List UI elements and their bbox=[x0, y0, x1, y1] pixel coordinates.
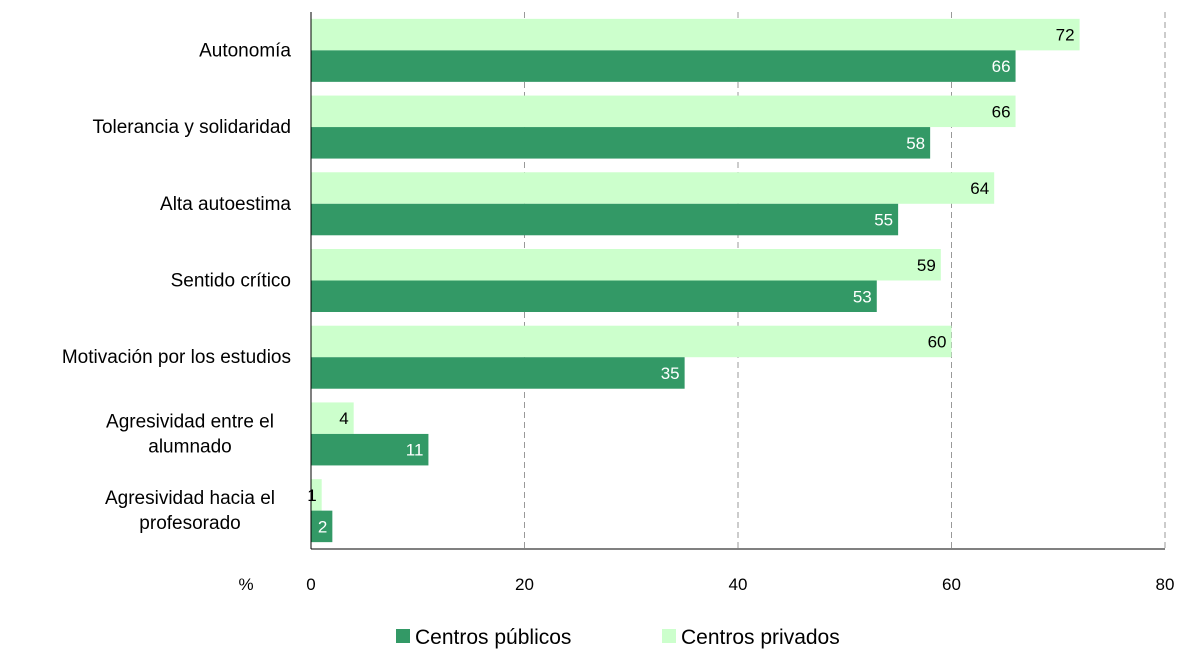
value-label-public: 2 bbox=[318, 517, 327, 536]
legend-label: Centros públicos bbox=[415, 626, 571, 649]
axes bbox=[310, 12, 1165, 550]
value-label-private: 59 bbox=[917, 256, 936, 275]
x-tick-label: 80 bbox=[1156, 575, 1175, 594]
legend-label: Centros privados bbox=[681, 626, 840, 649]
value-label-private: 64 bbox=[970, 179, 989, 198]
legend: Centros públicos Centros privados bbox=[396, 626, 840, 649]
category-label: profesorado bbox=[139, 513, 240, 534]
bar-public bbox=[311, 203, 899, 236]
category-label: Alta autoestima bbox=[160, 194, 291, 215]
bar-public bbox=[311, 433, 429, 466]
bar-private bbox=[311, 95, 1016, 128]
bar-public bbox=[311, 357, 685, 389]
bar-public bbox=[311, 280, 877, 312]
value-label-public: 53 bbox=[853, 287, 872, 306]
value-label-public: 58 bbox=[906, 134, 925, 153]
category-label: Agresividad hacia el bbox=[105, 488, 275, 509]
bar-private bbox=[311, 249, 941, 281]
bar-public bbox=[311, 50, 1016, 82]
bar-public bbox=[311, 510, 333, 543]
category-labels: Autonomía Tolerancia y solidaridad Alta au… bbox=[62, 40, 292, 534]
value-label-private: 72 bbox=[1056, 26, 1075, 45]
bar-public bbox=[311, 127, 931, 159]
bar-private bbox=[311, 325, 952, 358]
category-label: alumnado bbox=[148, 436, 231, 457]
value-label-public: 66 bbox=[992, 57, 1011, 76]
value-label-public: 11 bbox=[406, 441, 424, 460]
bar-private bbox=[311, 18, 1080, 51]
bar-private bbox=[311, 479, 322, 511]
legend-swatch bbox=[396, 629, 410, 643]
category-label: Sentido crítico bbox=[171, 271, 291, 292]
category-label: Tolerancia y solidaridad bbox=[92, 117, 291, 138]
legend-swatch bbox=[662, 629, 676, 643]
category-label: Autonomía bbox=[199, 40, 291, 61]
bar-private bbox=[311, 402, 354, 434]
value-label-public: 55 bbox=[874, 211, 893, 230]
x-tick-label: 20 bbox=[515, 575, 534, 594]
x-tick-label: 0 bbox=[306, 575, 315, 594]
value-label-private: 60 bbox=[928, 332, 947, 351]
category-label: Agresividad entre el bbox=[106, 411, 274, 432]
x-tick-labels: 0 20 40 60 80 bbox=[306, 575, 1174, 594]
bar-private bbox=[311, 172, 995, 204]
x-axis-label: % bbox=[238, 575, 253, 594]
value-label-public: 35 bbox=[661, 364, 680, 383]
value-label-private: 1 bbox=[307, 486, 316, 505]
category-label: Motivación por los estudios bbox=[62, 347, 291, 368]
value-label-private: 66 bbox=[992, 102, 1011, 121]
x-tick-label: 60 bbox=[942, 575, 961, 594]
x-tick-label: 40 bbox=[729, 575, 748, 594]
value-label-private: 4 bbox=[339, 409, 348, 428]
